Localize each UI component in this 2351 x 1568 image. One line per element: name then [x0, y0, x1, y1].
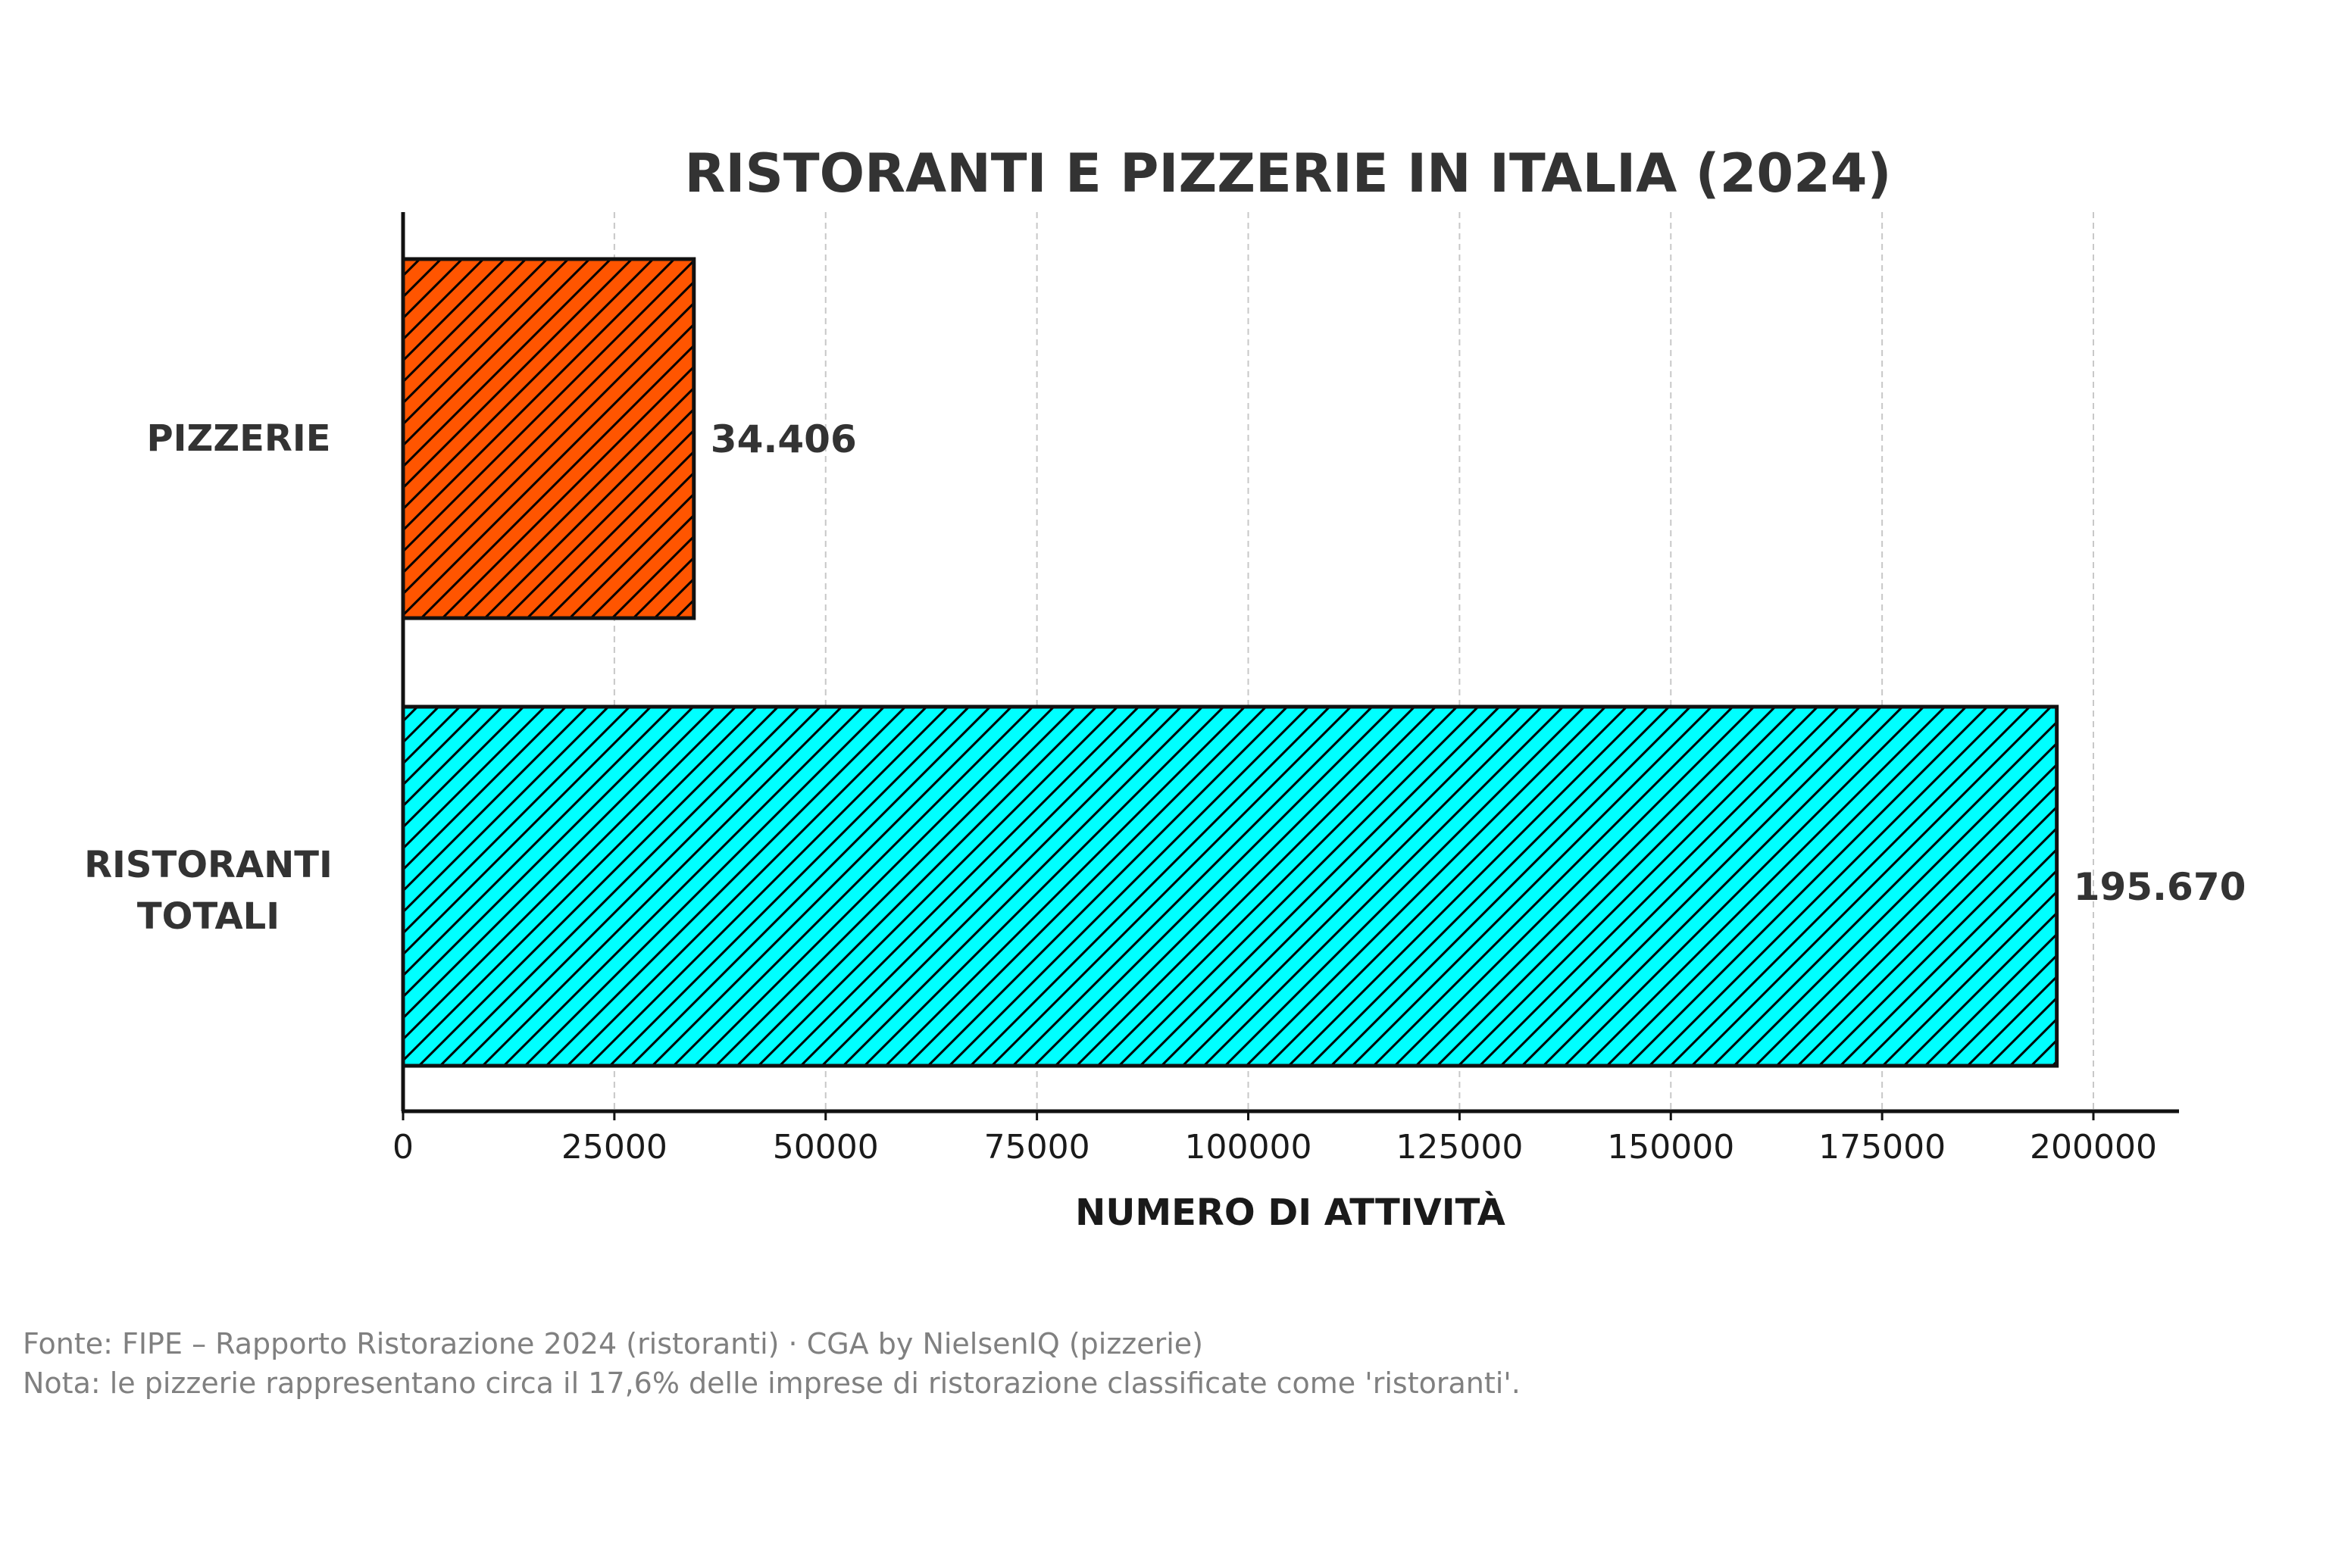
x-tick-label-4: 100000 [1185, 1128, 1312, 1167]
axes [401, 212, 2179, 1120]
category-label-1-line-0: RISTORANTI [84, 844, 333, 886]
category-label-0-line-0: PIZZERIE [146, 417, 330, 460]
bar-0 [401, 257, 696, 620]
x-tick-label-8: 200000 [2030, 1128, 2157, 1167]
x-tick-label-3: 75000 [984, 1128, 1090, 1167]
bar-1 [401, 704, 2059, 1068]
x-tick-label-7: 175000 [1818, 1128, 1946, 1167]
category-label-1-line-1: TOTALI [137, 895, 280, 938]
footnote-source: Fonte: FIPE – Rapporto Ristorazione 2024… [23, 1327, 1203, 1360]
value-label-1: 195.670 [2074, 865, 2246, 909]
labels: 0 25000 50000 75000 100000 125000 150000 175000… [84, 417, 2246, 1167]
footnote-note: Nota: le pizzerie rappresentano circa il… [23, 1367, 1521, 1400]
x-tick-label-2: 50000 [773, 1128, 879, 1167]
x-tick-label-0: 0 [392, 1128, 414, 1167]
x-tick-label-6: 150000 [1607, 1128, 1734, 1167]
value-label-0: 34.406 [711, 417, 857, 461]
x-axis-label: NUMERO DI ATTIVITÀ [1075, 1191, 1505, 1234]
bars [401, 257, 2059, 1068]
x-tick-label-1: 25000 [561, 1128, 667, 1167]
x-tick-label-5: 125000 [1396, 1128, 1523, 1167]
chart-title: RISTORANTI E PIZZERIE IN ITALIA (2024) [685, 142, 1892, 205]
